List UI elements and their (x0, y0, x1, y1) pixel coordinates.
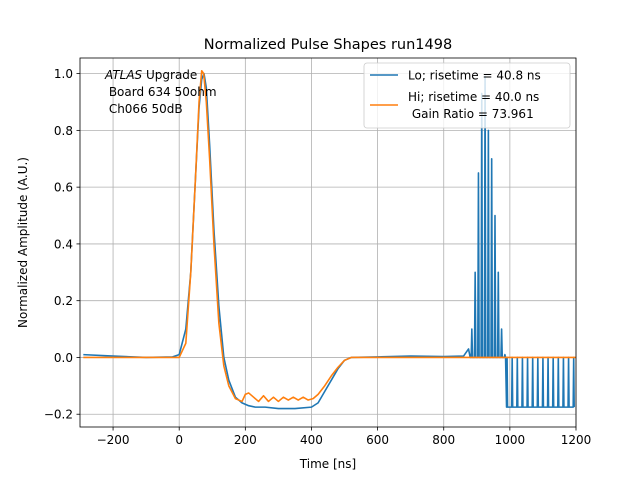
y-tick-label: 0.8 (54, 124, 73, 138)
x-tick-label: 600 (366, 433, 389, 447)
series-lines (83, 69, 576, 410)
legend-box (363, 62, 571, 129)
y-tick-label: 0.0 (54, 351, 73, 365)
series-line-hi (83, 69, 576, 403)
annotation-upgrade: Upgrade (142, 68, 197, 82)
axis-ticks: −200 0 200 400 600 800 1000 1200 −0.2 0.0 0.2 0.4 0.… (44, 67, 591, 447)
annotation-line-3: Ch066 50dB (105, 102, 183, 116)
x-tick-label: 1200 (561, 433, 592, 447)
y-tick-label: 0.6 (54, 181, 73, 195)
series-line-lo (83, 72, 575, 410)
x-tick-label: 800 (432, 433, 455, 447)
annotation-line-2: Board 634 50ohm (105, 85, 217, 99)
x-tick-label: −200 (97, 433, 130, 447)
annotation-atlas: ATLAS (104, 68, 143, 82)
plot-frame (79, 57, 577, 428)
legend-label-hi: Hi; risetime = 40.0 ns (408, 90, 539, 104)
x-tick-label: 0 (175, 433, 183, 447)
x-tick-label: 1000 (495, 433, 526, 447)
y-tick-label: −0.2 (44, 408, 73, 422)
annotation-line-1: ATLAS Upgrade (104, 68, 197, 82)
y-axis-label: Normalized Amplitude (A.U.) (16, 157, 30, 328)
x-tick-label: 200 (234, 433, 257, 447)
legend-label-lo: Lo; risetime = 40.8 ns (408, 69, 541, 83)
x-tick-label: 400 (300, 433, 323, 447)
y-tick-label: 0.4 (54, 237, 73, 251)
chart-title: Normalized Pulse Shapes run1498 (204, 37, 452, 53)
legend-label-gain-ratio: Gain Ratio = 73.961 (408, 107, 534, 121)
x-axis-label: Time [ns] (299, 457, 356, 471)
legend: Lo; risetime = 40.8 ns Hi; risetime = 40… (363, 62, 571, 129)
annotation: ATLAS Upgrade Board 634 50ohm Ch066 50dB (104, 68, 217, 116)
y-tick-label: 0.2 (54, 294, 73, 308)
y-tick-label: 1.0 (54, 67, 73, 81)
